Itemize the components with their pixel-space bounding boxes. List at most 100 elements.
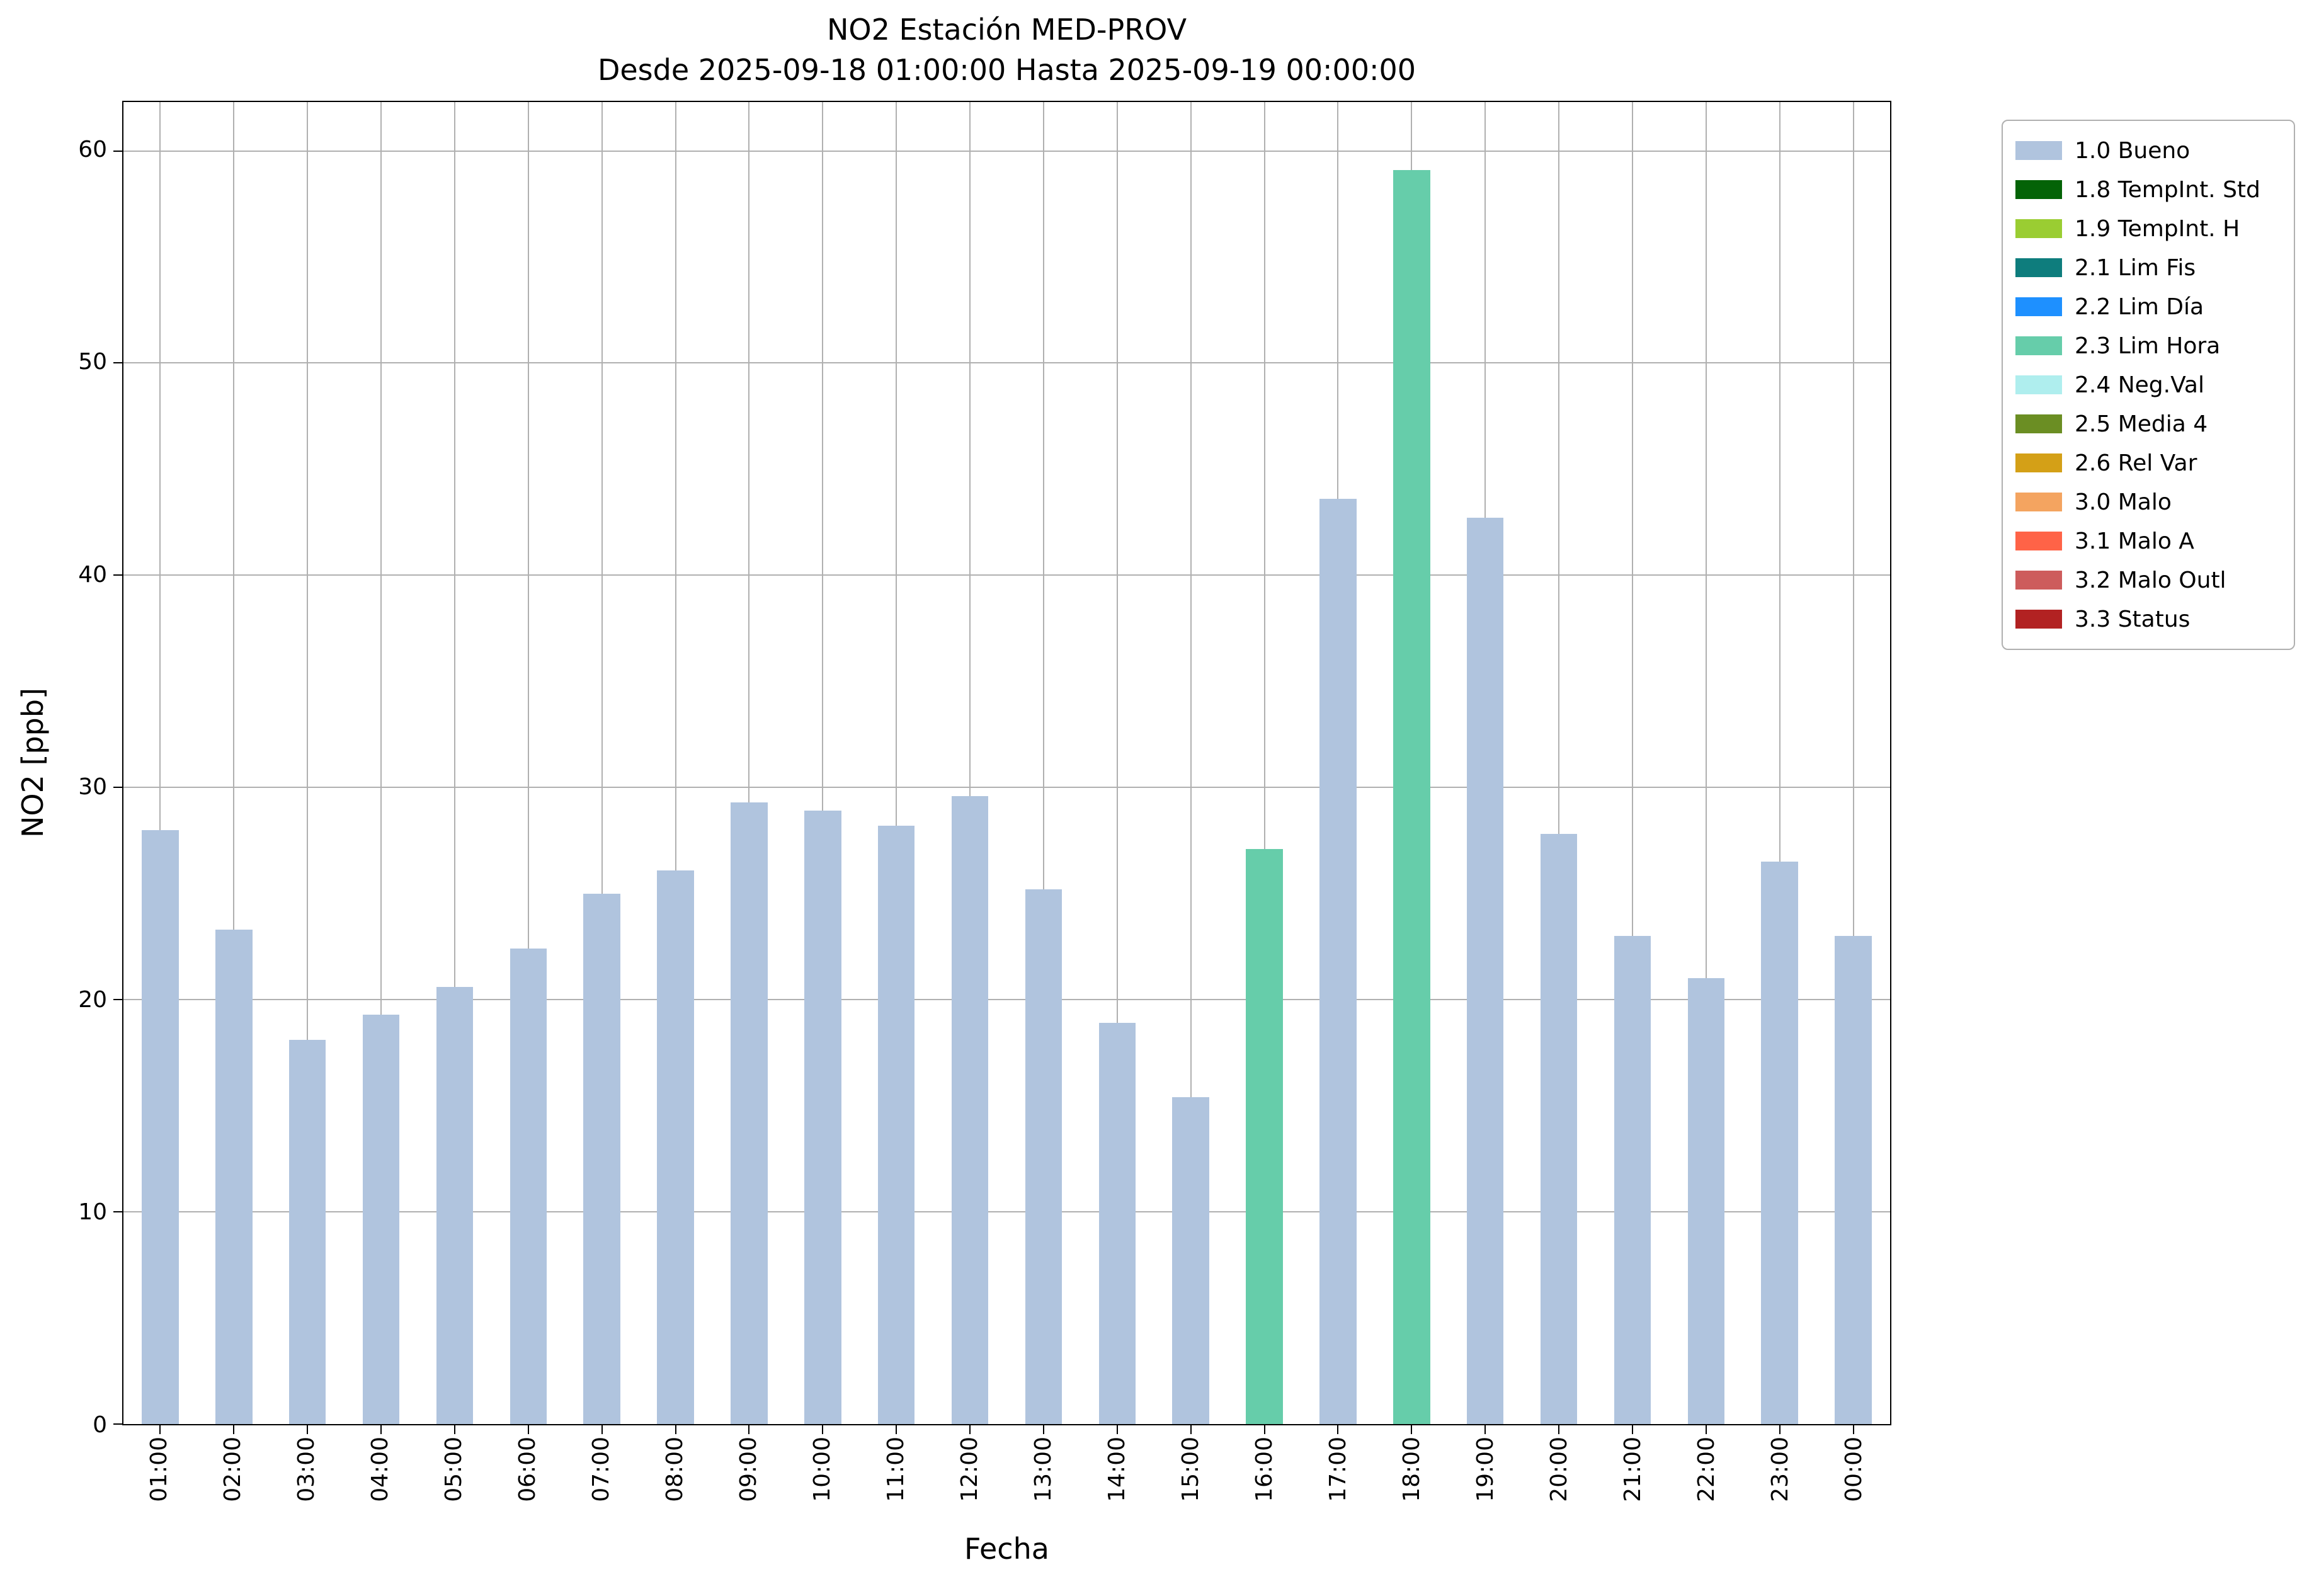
x-tick-label: 18:00 bbox=[1399, 1437, 1425, 1502]
y-tick-label: 10 bbox=[78, 1199, 107, 1226]
x-axis-ticks: 01:00 02:00 03:00 04:00 05:00 06:00 07:00 08:00… bbox=[122, 1425, 1891, 1532]
legend-label: 2.1 Lim Fis bbox=[2075, 254, 2196, 281]
gridline-vertical bbox=[1631, 102, 1633, 1424]
x-tick-mark bbox=[1116, 1425, 1118, 1434]
gridline-horizontal bbox=[123, 787, 1890, 789]
legend: 1.0 Bueno 1.8 TempInt. Std 1.9 TempInt. H 2… bbox=[2002, 120, 2295, 650]
x-tick-label: 10:00 bbox=[809, 1437, 835, 1502]
x-tick-label: 02:00 bbox=[219, 1437, 246, 1502]
legend-swatch bbox=[2015, 219, 2062, 238]
y-tick-mark bbox=[113, 1211, 122, 1213]
gridline-vertical bbox=[969, 102, 971, 1424]
legend-item: 1.0 Bueno bbox=[2015, 131, 2285, 170]
gridline-vertical bbox=[380, 102, 382, 1424]
legend-item: 3.2 Malo Outl bbox=[2015, 561, 2285, 600]
legend-swatch bbox=[2015, 571, 2062, 590]
gridline-vertical bbox=[307, 102, 309, 1424]
bar-01:00 bbox=[142, 829, 179, 1424]
x-tick-mark bbox=[675, 1425, 676, 1434]
legend-swatch bbox=[2015, 258, 2062, 277]
x-tick-label: 01:00 bbox=[145, 1437, 172, 1502]
bar-10:00 bbox=[804, 811, 841, 1424]
gridline-horizontal bbox=[123, 1211, 1890, 1213]
bar-09:00 bbox=[731, 802, 768, 1424]
bar-00:00 bbox=[1835, 936, 1872, 1424]
x-tick-mark bbox=[969, 1425, 971, 1434]
bar-19:00 bbox=[1466, 518, 1504, 1424]
x-tick-mark bbox=[748, 1425, 750, 1434]
gridline-vertical bbox=[1190, 102, 1192, 1424]
x-tick-mark bbox=[1558, 1425, 1560, 1434]
x-tick-mark bbox=[1263, 1425, 1265, 1434]
bar-23:00 bbox=[1761, 862, 1798, 1424]
legend-label: 1.8 TempInt. Std bbox=[2075, 176, 2260, 203]
legend-swatch bbox=[2015, 141, 2062, 160]
x-tick-label: 16:00 bbox=[1251, 1437, 1278, 1502]
legend-item: 2.5 Media 4 bbox=[2015, 404, 2285, 443]
x-tick-label: 14:00 bbox=[1104, 1437, 1131, 1502]
y-axis-ticks: 0 10 20 30 40 50 60 bbox=[0, 101, 107, 1436]
x-tick-label: 00:00 bbox=[1841, 1437, 1867, 1502]
gridline-vertical bbox=[159, 102, 161, 1424]
legend-item: 2.6 Rel Var bbox=[2015, 443, 2285, 482]
legend-item: 3.0 Malo bbox=[2015, 482, 2285, 522]
y-tick-label: 30 bbox=[78, 774, 107, 801]
x-tick-label: 15:00 bbox=[1178, 1437, 1204, 1502]
y-tick-label: 0 bbox=[93, 1412, 107, 1438]
x-tick-mark bbox=[822, 1425, 824, 1434]
x-tick-mark bbox=[1484, 1425, 1486, 1434]
x-tick-label: 03:00 bbox=[293, 1437, 319, 1502]
x-tick-mark bbox=[527, 1425, 529, 1434]
x-tick-label: 23:00 bbox=[1767, 1437, 1794, 1502]
bar-11:00 bbox=[877, 825, 915, 1424]
legend-item: 3.3 Status bbox=[2015, 600, 2285, 639]
x-axis-label: Fecha bbox=[964, 1532, 1049, 1566]
bar-02:00 bbox=[215, 929, 253, 1424]
legend-swatch bbox=[2015, 180, 2062, 199]
x-tick-mark bbox=[307, 1425, 309, 1434]
legend-label: 3.1 Malo A bbox=[2075, 528, 2194, 554]
gridline-vertical bbox=[822, 102, 824, 1424]
y-tick-label: 40 bbox=[78, 561, 107, 588]
x-tick-label: 06:00 bbox=[514, 1437, 540, 1502]
gridline-horizontal bbox=[123, 574, 1890, 576]
legend-label: 1.0 Bueno bbox=[2075, 137, 2191, 164]
x-tick-mark bbox=[159, 1425, 161, 1434]
legend-swatch bbox=[2015, 532, 2062, 550]
bar-14:00 bbox=[1098, 1023, 1136, 1424]
bar-03:00 bbox=[288, 1040, 326, 1424]
y-tick-mark bbox=[113, 150, 122, 152]
y-tick-label: 60 bbox=[78, 136, 107, 162]
x-tick-mark bbox=[601, 1425, 603, 1434]
legend-swatch bbox=[2015, 297, 2062, 316]
bar-22:00 bbox=[1687, 978, 1725, 1424]
x-tick-mark bbox=[1779, 1425, 1781, 1434]
bar-16:00 bbox=[1246, 848, 1283, 1424]
gridline-vertical bbox=[1558, 102, 1560, 1424]
chart-subtitle: Desde 2025-09-18 01:00:00 Hasta 2025-09-… bbox=[597, 53, 1416, 87]
gridline-vertical bbox=[1705, 102, 1707, 1424]
gridline-vertical bbox=[453, 102, 455, 1424]
legend-item: 2.1 Lim Fis bbox=[2015, 248, 2285, 287]
x-tick-label: 12:00 bbox=[956, 1437, 983, 1502]
bar-07:00 bbox=[583, 893, 620, 1424]
x-tick-mark bbox=[1042, 1425, 1044, 1434]
legend-label: 3.0 Malo bbox=[2075, 489, 2172, 515]
legend-swatch bbox=[2015, 610, 2062, 629]
x-tick-mark bbox=[896, 1425, 897, 1434]
legend-label: 2.4 Neg.Val bbox=[2075, 372, 2204, 398]
gridline-vertical bbox=[1263, 102, 1265, 1424]
y-tick-mark bbox=[113, 787, 122, 789]
bar-18:00 bbox=[1393, 169, 1430, 1424]
y-tick-label: 20 bbox=[78, 986, 107, 1013]
x-tick-label: 17:00 bbox=[1325, 1437, 1352, 1502]
gridline-vertical bbox=[1779, 102, 1781, 1424]
x-tick-label: 13:00 bbox=[1030, 1437, 1057, 1502]
gridline-vertical bbox=[1042, 102, 1044, 1424]
gridline-vertical bbox=[601, 102, 603, 1424]
bar-21:00 bbox=[1614, 936, 1651, 1424]
gridline-horizontal bbox=[123, 999, 1890, 1001]
x-tick-label: 19:00 bbox=[1473, 1437, 1499, 1502]
x-tick-mark bbox=[1190, 1425, 1192, 1434]
gridline-vertical bbox=[527, 102, 529, 1424]
